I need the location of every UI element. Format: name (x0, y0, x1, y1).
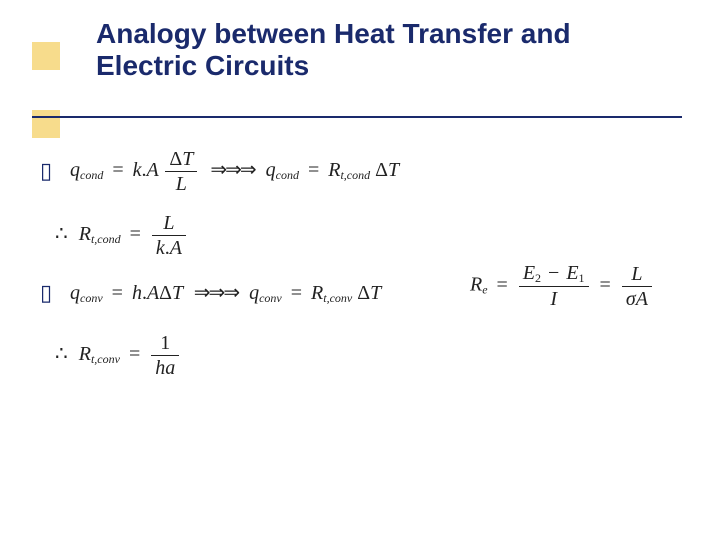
eq-qconv-line: qconv = h.AΔT ⇒⇒⇒ qconv = Rt,conv ΔT (70, 280, 381, 306)
bullet-1: ▯ (40, 158, 52, 184)
eq-qcond-line: qcond = k.A ΔT L ⇒⇒⇒ qcond = Rt,cond ΔT (70, 148, 399, 195)
eq-re: Re = E2 − E1 I = L σA (470, 262, 654, 310)
accent-square-under (32, 110, 60, 138)
eq-rtconv: ∴ Rt,conv = 1 ha (55, 332, 181, 379)
accent-square-top (32, 42, 60, 70)
title-underline (32, 116, 682, 118)
eq-rtcond: ∴ Rt,cond = L k.A (55, 212, 188, 259)
slide-title: Analogy between Heat Transfer and Electr… (96, 18, 676, 82)
bullet-2: ▯ (40, 280, 52, 306)
